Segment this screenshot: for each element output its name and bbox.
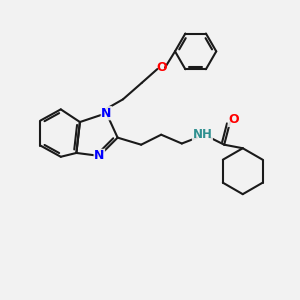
Text: N: N xyxy=(101,107,112,120)
Text: O: O xyxy=(156,61,166,74)
Text: O: O xyxy=(228,113,239,127)
Text: N: N xyxy=(94,149,104,162)
Text: NH: NH xyxy=(193,128,212,141)
